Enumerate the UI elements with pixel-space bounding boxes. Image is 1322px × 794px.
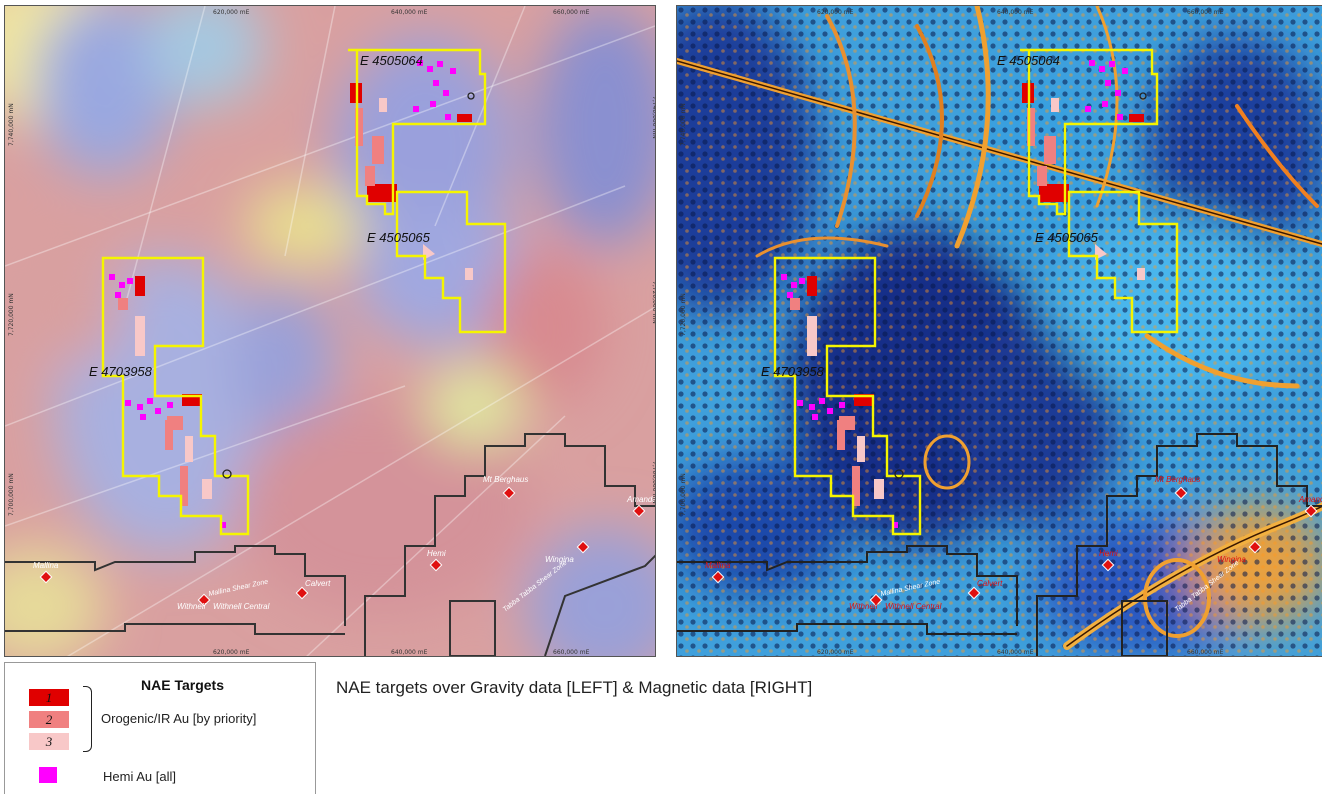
priority-1-swatch: 1 [29,689,69,706]
locality-amanda: Amanda [626,495,656,504]
locality-mt-berghaus: Mt Berghaus [483,475,528,484]
northing-7720-left: 7,720,000 mN [8,293,15,336]
gravity-anomalies [5,6,655,656]
northing-7740-right: 7,740,000 mN [651,96,656,139]
magnetic-boundary [677,433,1322,656]
gravity-boundary [5,433,655,656]
locality-mallina: Mallina [33,561,59,570]
figure-caption: NAE targets over Gravity data [LEFT] & M… [336,678,813,697]
magnetic-hemi-targets [781,60,1128,528]
magnetic-map-canvas: E 4505064 E 4505065 E 4703958 Mt Berghau… [677,6,1322,656]
locality-mallina: Mallina [705,561,731,570]
label-e4505065: E 4505065 [1035,230,1099,245]
easting-620-bottom: 620,000 mE [817,649,854,656]
northing-7700-left: 7,700,000 mN [680,473,687,516]
locality-withnell: Withnell [177,602,206,611]
orogenic-label: Orogenic/IR Au [by priority] [101,711,257,726]
hemi-swatch [39,767,57,783]
magnetic-texture [677,6,1322,656]
northing-7720-left: 7,720,000 mN [680,293,687,336]
magnetic-map: E 4505064 E 4505065 E 4703958 Mt Berghau… [676,5,1322,657]
northing-7720-right: 7,720,000 mN [651,281,656,324]
gravity-map: E 4505064 E 4505065 E 4703958 Mt Berghau… [4,5,656,657]
northing-7700-left: 7,700,000 mN [8,473,15,516]
gravity-locality-markers [39,486,646,607]
gravity-hemi-ring-north [467,92,475,100]
legend-brace [83,686,92,752]
locality-wingina: Wingina [545,555,574,564]
hemi-label: Hemi Au [all] [103,769,176,784]
northing-7740-left: 7,740,000 mN [680,103,687,146]
easting-620-top: 620,000 mE [213,9,250,16]
easting-660-top: 660,000 mE [553,9,590,16]
easting-640-top: 640,000 mE [997,9,1034,16]
priority-2-swatch: 2 [29,711,69,728]
easting-640-bottom: 640,000 mE [997,649,1034,656]
easting-640-bottom: 640,000 mE [391,649,428,656]
locality-calvert: Calvert [977,579,1003,588]
locality-withnell: Withnell [849,602,878,611]
locality-hemi: Hemi [1099,549,1118,558]
locality-wingina: Wingina [1217,555,1246,564]
locality-withnell-central: Withnell Central [213,602,270,611]
locality-withnell-central: Withnell Central [885,602,942,611]
easting-660-bottom: 660,000 mE [1187,649,1224,656]
label-e4703958: E 4703958 [761,364,825,379]
magnetic-ring-structure [1143,558,1211,638]
magnetic-hemi-ring-south [894,469,904,479]
locality-amanda: Amanda [1298,495,1322,504]
northing-7700-right: 7,700,000 mN [651,461,656,504]
magnetic-tenements [773,48,1179,536]
easting-660-bottom: 660,000 mE [553,649,590,656]
locality-hemi: Hemi [427,549,446,558]
label-e4703958: E 4703958 [89,364,153,379]
priority-3-swatch: 3 [29,733,69,750]
easting-620-bottom: 620,000 mE [213,649,250,656]
locality-calvert: Calvert [305,579,331,588]
gravity-map-canvas: E 4505064 E 4505065 E 4703958 Mt Berghau… [5,6,656,656]
magnetic-locality-markers [711,486,1318,607]
label-e4505065: E 4505065 [367,230,431,245]
northing-7740-left: 7,740,000 mN [8,103,15,146]
gravity-hemi-ring-south [222,469,232,479]
legend: NAE Targets 1 2 3 Orogenic/IR Au [by pri… [4,662,316,794]
easting-660-top: 660,000 mE [1187,9,1224,16]
locality-mt-berghaus: Mt Berghaus [1155,475,1200,484]
easting-620-top: 620,000 mE [817,9,854,16]
gravity-hemi-targets [109,60,456,528]
magnetic-hemi-ring-north [1139,92,1147,100]
gravity-hillshade [5,6,655,656]
magnetic-linear-features [677,6,1322,650]
label-e4505064: E 4505064 [997,53,1060,68]
magnetic-priority2-targets [790,108,1056,506]
magnetic-ring-small [923,434,971,490]
easting-640-top: 640,000 mE [391,9,428,16]
gravity-tenements [101,48,507,536]
gravity-priority2-targets [118,108,384,506]
legend-title: NAE Targets [141,677,224,693]
label-e4505064: E 4505064 [360,53,423,68]
